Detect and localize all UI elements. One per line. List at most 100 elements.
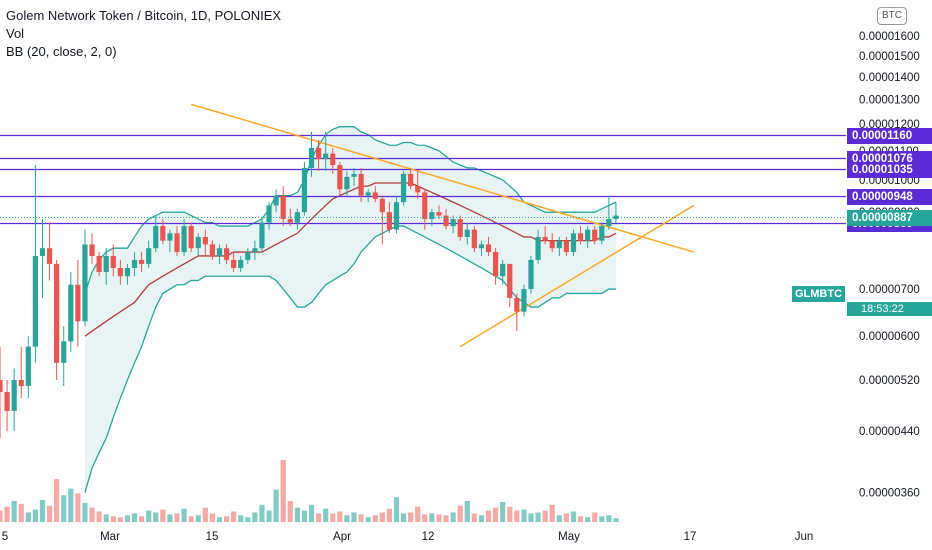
volume-bar (174, 513, 180, 522)
level-price-tag: 0.00001035 (847, 161, 932, 178)
volume-bar (259, 504, 265, 522)
candle-body (344, 176, 350, 190)
candle-body (54, 263, 60, 363)
candle-body (39, 248, 46, 256)
legend: Golem Network Token / Bitcoin, 1D, POLON… (6, 7, 281, 61)
volume-bar (436, 514, 442, 522)
volume-bar (117, 517, 123, 522)
volume-bar (344, 515, 350, 522)
volume-bar (188, 516, 194, 522)
volume-bar (202, 507, 208, 522)
volume-bar (294, 507, 300, 522)
volume-bar (75, 493, 81, 522)
candle-body (330, 153, 336, 166)
candle-body (316, 147, 322, 160)
volume-bar (563, 513, 569, 522)
volume-bar (82, 502, 88, 522)
volume-bar (209, 513, 215, 522)
candle-body (415, 186, 421, 193)
candle-body (471, 229, 477, 249)
candle-body (393, 202, 400, 230)
candle-body (500, 263, 506, 277)
currency-badge[interactable]: BTC (877, 7, 907, 25)
bar-countdown: 18:53:22 (847, 302, 932, 316)
volume-bar (422, 514, 428, 522)
candle-body (202, 236, 208, 245)
price-tick-label: 0.00001600 (859, 31, 920, 43)
candle-body (11, 380, 17, 411)
volume-bar (103, 514, 109, 522)
volume-bar (358, 514, 364, 522)
candle-body (493, 252, 499, 277)
volume-bar (379, 512, 385, 522)
volume-bar (68, 488, 74, 522)
candle-body (443, 215, 449, 227)
volume-bar (613, 518, 619, 522)
candle-body (358, 173, 364, 196)
price-tick-label: 0.00000600 (859, 331, 920, 343)
candle-body (422, 192, 428, 220)
volume-bar (386, 508, 392, 522)
volume-bar (351, 512, 357, 522)
volume-bars (0, 460, 619, 522)
candle-body (25, 346, 31, 386)
volume-bar (493, 507, 499, 522)
bb-fill (84, 126, 616, 493)
volume-bar (96, 511, 102, 522)
volume-bar (245, 517, 251, 522)
candle-body (216, 248, 223, 256)
candle-body (252, 248, 258, 253)
price-axis[interactable]: 0.00001600 0.00001500 0.00001400 0.00001300… (859, 31, 920, 499)
legend-title[interactable]: Golem Network Token / Bitcoin, 1D, POLON… (6, 8, 282, 23)
volume-bar (231, 511, 237, 522)
candle-body (606, 219, 612, 227)
volume-bar (89, 507, 95, 522)
price-tick-label: 0.00001000 (859, 175, 920, 187)
volume-bar (443, 515, 449, 522)
volume-bar (599, 516, 605, 522)
candle-body (287, 219, 293, 223)
trendline (459, 204, 695, 348)
candle-body (563, 240, 569, 253)
time-axis[interactable]: 5 Mar 15 Apr 12 May 17 Jun (2, 531, 813, 543)
volume-bar (457, 505, 463, 522)
legend-volume[interactable]: Vol (6, 26, 25, 41)
candle-body (181, 226, 187, 253)
candle-body (386, 212, 392, 230)
volume-bar (0, 510, 3, 522)
volume-bar (478, 515, 485, 522)
candle-body (223, 248, 230, 260)
volume-bar (521, 509, 527, 522)
volume-bar (4, 506, 10, 522)
candle-body (46, 248, 53, 264)
candle-body (139, 259, 145, 264)
volume-bar (11, 501, 17, 522)
time-tick-label: May (558, 531, 580, 543)
candle-body (457, 219, 463, 237)
volume-bar (514, 510, 520, 522)
volume-bar (266, 510, 272, 522)
time-tick-label: Apr (333, 531, 351, 543)
candle-body (464, 229, 470, 237)
volume-bar (223, 516, 230, 522)
volume-bar (507, 506, 513, 522)
candle-body (308, 147, 315, 168)
price-tick-label: 0.00000700 (859, 284, 920, 296)
candle-body (32, 255, 38, 347)
candle-body (280, 195, 286, 220)
candle-body (585, 229, 591, 241)
candle-body (400, 173, 407, 203)
volume-bar (393, 497, 400, 522)
legend-bollinger[interactable]: BB (20, close, 2, 0) (6, 44, 117, 59)
price-tick-label: 0.00001300 (859, 95, 920, 107)
trendline (190, 103, 695, 253)
candle-body (436, 212, 442, 216)
volume-bar (160, 509, 166, 522)
candle-body (599, 226, 605, 241)
candle-body (259, 222, 265, 249)
volume-bar (323, 508, 329, 522)
volume-bar (280, 460, 286, 522)
volume-bar (528, 513, 534, 522)
candle-body (535, 236, 541, 260)
